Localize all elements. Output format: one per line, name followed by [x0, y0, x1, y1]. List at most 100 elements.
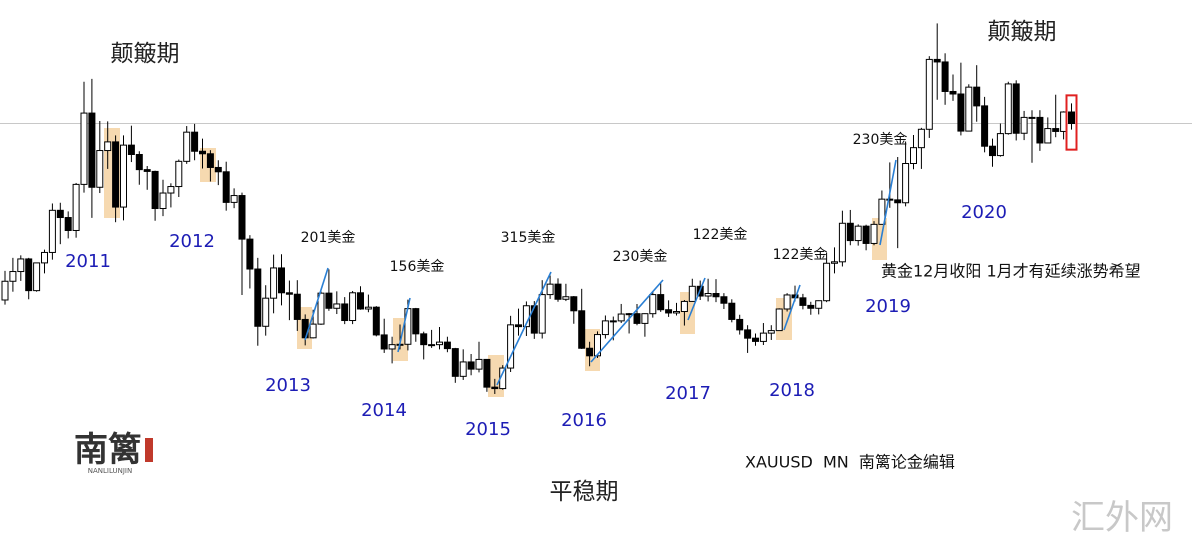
year-label: 2012: [169, 231, 215, 252]
candle-body: [33, 262, 41, 292]
candle-body: [127, 144, 135, 155]
candle-body: [341, 303, 349, 322]
candle-body: [222, 171, 230, 203]
candle-body: [191, 131, 199, 152]
candle-body: [704, 293, 712, 297]
candle-body: [214, 166, 222, 173]
candle-body: [736, 318, 744, 331]
candle-body: [206, 153, 214, 168]
candle-body: [609, 320, 617, 323]
candle-body: [767, 330, 775, 334]
candle-body: [546, 283, 554, 296]
candle-body: [56, 209, 64, 219]
source: XAUUSD MN 南篱论金编辑: [745, 453, 955, 472]
candle-body: [451, 348, 459, 377]
candle-body: [752, 337, 759, 342]
candle-body: [783, 294, 791, 310]
year-label: 2019: [865, 296, 911, 317]
logo-subtitle: NANLILUNJIN: [88, 467, 133, 475]
candle-body: [436, 341, 443, 346]
year-label: 2016: [561, 410, 607, 431]
candle-body: [854, 225, 862, 242]
candle-body: [586, 347, 594, 357]
candle-body: [238, 195, 246, 240]
candle-body: [1028, 116, 1036, 119]
trend-line: [397, 297, 411, 353]
trend-line: [687, 277, 706, 321]
candle-body: [254, 268, 262, 327]
candle-body: [135, 153, 143, 171]
year-label: 2018: [769, 380, 815, 401]
candle-body: [688, 285, 696, 302]
phase-label: 颠簸期: [111, 41, 180, 67]
gain-label: 230美金: [853, 132, 908, 148]
candle-body: [96, 150, 104, 188]
candle-body: [989, 145, 996, 157]
candle-body: [507, 324, 515, 369]
candle-body: [120, 144, 127, 208]
trend-line: [496, 271, 552, 386]
watermark: 汇外网: [1071, 498, 1173, 538]
candle-body: [601, 320, 609, 336]
candle-body: [728, 302, 736, 320]
candle-body: [799, 297, 807, 306]
year-label: 2013: [265, 375, 311, 396]
candle-body: [925, 58, 933, 130]
trend-line: [304, 267, 329, 341]
candle-body: [1004, 83, 1012, 135]
candle-body: [151, 170, 159, 210]
candle-body: [64, 217, 72, 231]
candle-body: [878, 198, 886, 225]
year-label: 2014: [361, 400, 407, 421]
candle-body: [309, 323, 317, 339]
candle-body: [973, 86, 981, 107]
candle-body: [491, 386, 499, 390]
candle-body: [673, 311, 680, 314]
gain-label: 122美金: [773, 247, 828, 263]
candle-body: [665, 309, 673, 314]
candle-body: [1044, 128, 1052, 144]
candle-body: [515, 324, 522, 328]
candle-body: [278, 267, 285, 294]
candle-body: [712, 293, 720, 298]
note: 黄金12月收阳 1月才有延续涨势希望: [881, 262, 1141, 281]
candle-body: [380, 334, 388, 350]
candle-body: [420, 333, 428, 346]
candle-body: [104, 141, 112, 152]
candle-body: [443, 341, 451, 350]
candle-body: [815, 300, 823, 309]
candle-body: [823, 262, 831, 302]
candle-body: [467, 361, 475, 370]
candle-body: [183, 131, 191, 162]
candle-body: [1, 280, 9, 301]
candle-body: [112, 141, 120, 208]
candle-body: [807, 304, 815, 309]
candle-body: [1036, 116, 1044, 144]
candle-body: [230, 195, 238, 203]
candle-body: [317, 292, 325, 325]
candle-body: [957, 93, 965, 132]
candle-body: [9, 271, 17, 282]
candle-body: [838, 222, 846, 263]
candle-body: [933, 58, 941, 63]
candle-body: [1012, 83, 1020, 134]
candle-body: [680, 300, 688, 313]
candle-body: [17, 258, 25, 273]
candle-body: [72, 183, 80, 231]
gain-label: 156美金: [390, 259, 445, 275]
candle-body: [633, 313, 641, 324]
candle-body: [649, 294, 657, 315]
candles: [0, 23, 1192, 394]
candle-body: [293, 293, 301, 320]
candle-body: [720, 296, 728, 304]
trend-line: [783, 284, 801, 331]
candle-body: [775, 308, 783, 332]
candle-body: [325, 292, 333, 309]
candle-body: [428, 344, 436, 347]
candle-body: [554, 283, 562, 300]
candle-body: [262, 297, 270, 327]
candle-body: [981, 105, 989, 147]
candle-body: [159, 192, 167, 210]
gain-label: 230美金: [613, 249, 668, 265]
